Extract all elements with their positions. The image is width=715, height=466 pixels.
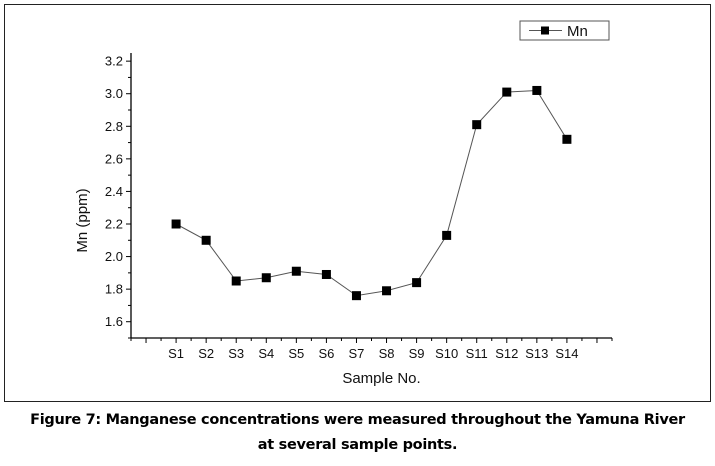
- data-point-s9: [412, 278, 422, 288]
- caption-line-1: Figure 7: Manganese concentrations were …: [30, 412, 685, 428]
- data-point-s3: [231, 276, 241, 286]
- y-tick-label: 2.2: [105, 217, 123, 232]
- series-line-mn: [175, 89, 568, 297]
- x-tick-label: S2: [198, 346, 214, 361]
- y-tick-label: 2.4: [105, 184, 123, 199]
- x-tick-label: S12: [495, 346, 518, 361]
- legend-label: Mn: [567, 23, 588, 40]
- x-tick-label: S11: [466, 346, 488, 361]
- y-tick-label: 1.8: [105, 282, 123, 297]
- figure-caption: Figure 7: Manganese concentrations were …: [0, 408, 715, 458]
- line-chart: 1.6 1.8 2.0 2.2 2.4 2.6 2.8 3.0 3.2 S1 S2 S3 S4 S5 S6 S…: [74, 20, 613, 387]
- caption-line-2: at several sample points.: [257, 437, 458, 453]
- y-tick-label: 2.0: [105, 249, 123, 264]
- x-tick-label: S14: [555, 346, 578, 361]
- y-tick-label: 2.8: [105, 119, 123, 134]
- x-tick-label: S13: [525, 346, 548, 361]
- legend-marker: [541, 26, 549, 35]
- figure-frame: [4, 4, 711, 402]
- x-tick-label: S7: [349, 346, 365, 361]
- y-tick-label: 2.6: [105, 151, 123, 166]
- data-point-s6: [321, 269, 331, 279]
- data-point-s1: [171, 219, 181, 229]
- data-point-s12: [502, 87, 512, 97]
- x-axis-label: Sample No.: [342, 370, 420, 387]
- data-point-s13: [532, 85, 542, 95]
- x-tick-label: S8: [379, 346, 395, 361]
- y-tick-label: 3.0: [105, 86, 123, 101]
- data-point-s14: [562, 134, 572, 144]
- y-axis-label: Mn (ppm): [74, 188, 91, 252]
- data-point-s8: [382, 286, 392, 296]
- x-tick-label: S6: [318, 346, 334, 361]
- legend-box: [519, 20, 610, 41]
- data-point-s7: [351, 291, 361, 301]
- x-tick-label: S3: [228, 346, 244, 361]
- data-point-s5: [291, 266, 301, 276]
- x-tick-label: S5: [288, 346, 304, 361]
- data-point-s11: [472, 120, 482, 130]
- y-tick-label: 3.2: [105, 54, 123, 69]
- x-tick-label: S9: [409, 346, 425, 361]
- y-tick-label: 1.6: [105, 314, 123, 329]
- data-point-s2: [201, 235, 211, 245]
- data-point-s10: [442, 230, 452, 240]
- x-tick-label: S10: [435, 346, 458, 361]
- data-point-s4: [261, 273, 271, 283]
- x-tick-label: S1: [168, 346, 184, 361]
- x-tick-label: S4: [258, 346, 274, 361]
